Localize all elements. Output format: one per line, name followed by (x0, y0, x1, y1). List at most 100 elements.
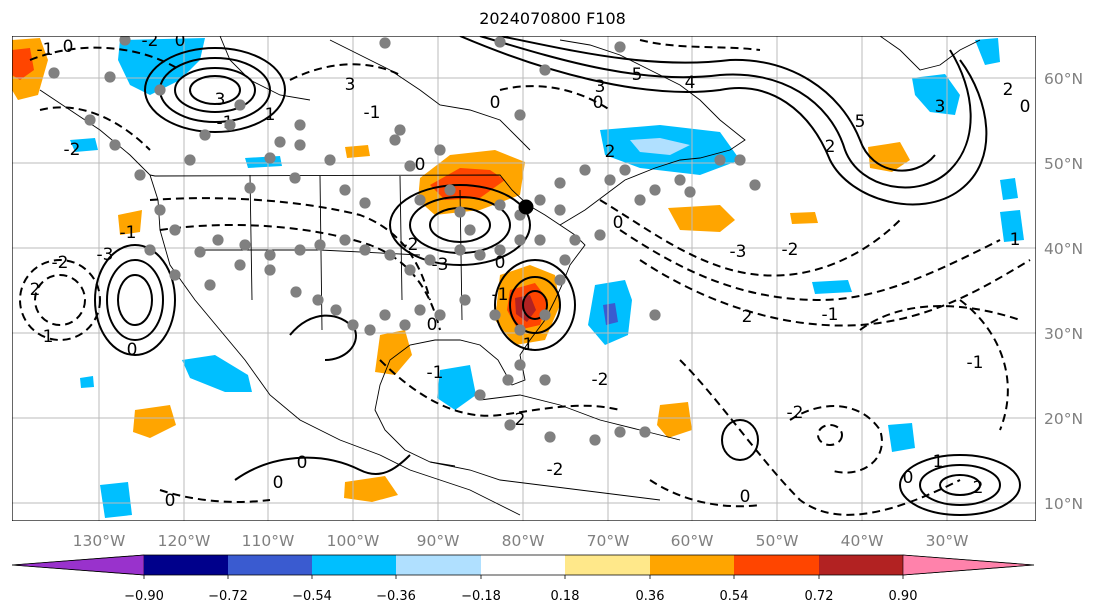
latitude-label: 20°N (1044, 410, 1083, 428)
station-marker (144, 244, 156, 256)
contour-value-label: 5 (632, 65, 643, 85)
contour-value-label: 0 (1020, 97, 1031, 117)
contour-value-label: -1 (427, 363, 444, 383)
station-marker (264, 264, 276, 276)
station-marker (119, 36, 131, 46)
station-marker (359, 197, 371, 209)
station-marker (294, 244, 306, 256)
station-marker (184, 154, 196, 166)
contour-value-label: 1 (523, 335, 534, 355)
contour-value-label: 0 (490, 93, 501, 113)
colorbar-segment (734, 555, 819, 575)
station-marker (514, 324, 526, 336)
station-marker (264, 249, 276, 261)
station-marker (634, 194, 646, 206)
map-area: -103-22-31-10-2-1035435202-3-22-10-10100… (12, 31, 1036, 521)
contour-value-label: -2 (547, 460, 564, 480)
colorbar-segment (312, 555, 396, 575)
station-marker (434, 309, 446, 321)
longitude-label: 60°W (671, 532, 714, 550)
station-marker (459, 294, 471, 306)
station-marker (594, 229, 606, 241)
contour-labels: -103-22-31-10-2-1035435202-3-22-10-10100… (30, 31, 1031, 511)
contour-value-label: -2 (592, 370, 609, 390)
latitude-label: 50°N (1044, 155, 1083, 173)
colorbar-segment (396, 555, 481, 575)
longitude-label: 100°W (327, 532, 380, 550)
station-marker (494, 244, 506, 256)
contour-value-label: 0 (165, 491, 176, 511)
contour-lines (94, 36, 1021, 516)
station-marker (324, 154, 336, 166)
station-marker (394, 124, 406, 136)
station-marker (474, 389, 486, 401)
station-marker (84, 114, 96, 126)
station-marker (514, 234, 526, 246)
contour-value-label: 0 (613, 213, 624, 233)
station-marker (539, 309, 551, 321)
station-marker (734, 154, 746, 166)
station-marker (489, 309, 501, 321)
station-marker (649, 309, 661, 321)
station-marker (454, 206, 466, 218)
contour-value-label: 0 (427, 315, 438, 335)
contour-value-label: 1 (265, 105, 276, 125)
contour-value-label: 3 (935, 97, 946, 117)
station-marker (514, 359, 526, 371)
contour-value-label: -1 (967, 353, 984, 373)
station-marker (312, 294, 324, 306)
station-marker (204, 279, 216, 291)
contour-value-label: -2 (64, 140, 81, 160)
contour-value-label: 1 (43, 327, 54, 347)
station-marker (330, 304, 342, 316)
station-marker (569, 234, 581, 246)
station-marker (404, 160, 416, 172)
contour-value-label: 0 (415, 155, 426, 175)
station-marker (604, 174, 616, 186)
figure-title: 2024070800 F108 (479, 9, 626, 28)
contour-value-label: 2 (825, 137, 836, 157)
station-marker (154, 204, 166, 216)
colorbar: −0.90 −0.72 −0.54 −0.36 −0.18 0.18 0.36 0.54 0.7… (11, 554, 1035, 604)
station-marker (234, 99, 246, 111)
station-marker (239, 239, 251, 251)
contour-value-label: 0 (297, 453, 308, 473)
contour-value-label: 1 (933, 452, 944, 472)
latitude-label: 10°N (1044, 495, 1083, 513)
station-marker (504, 419, 516, 431)
station-marker (494, 36, 506, 48)
contour-value-label: -3 (97, 245, 114, 265)
station-marker (494, 199, 506, 211)
station-marker (464, 224, 476, 236)
station-marker (674, 174, 686, 186)
station-marker (534, 194, 546, 206)
station-marker (414, 194, 426, 206)
station-marker (264, 152, 276, 164)
contour-value-label: -2 (782, 240, 799, 260)
station-marker (399, 319, 411, 331)
station-marker (619, 164, 631, 176)
contour-value-label: -1 (364, 103, 381, 123)
station-marker (290, 286, 302, 298)
longitude-label: 110°W (242, 532, 295, 550)
colorbar-tick-label: 0.18 (551, 589, 580, 604)
station-marker (364, 324, 376, 336)
colorbar-segment (565, 555, 650, 575)
station-marker (294, 119, 306, 131)
contour-value-label: -1 (492, 285, 509, 305)
station-marker (244, 182, 256, 194)
contour-value-label: -2 (142, 31, 159, 51)
station-marker (199, 129, 211, 141)
station-marker (414, 304, 426, 316)
colorbar-segment (902, 554, 1035, 576)
contour-value-label: 1 (1010, 230, 1021, 250)
anomaly-shading (12, 38, 1024, 518)
station-marker (502, 374, 514, 386)
station-marker (639, 426, 651, 438)
station-marker (684, 186, 696, 198)
contour-value-label: 2 (1003, 80, 1014, 100)
latitude-label: 30°N (1044, 325, 1083, 343)
latitude-label: 60°N (1044, 70, 1083, 88)
contour-value-label: 0 (127, 340, 138, 360)
